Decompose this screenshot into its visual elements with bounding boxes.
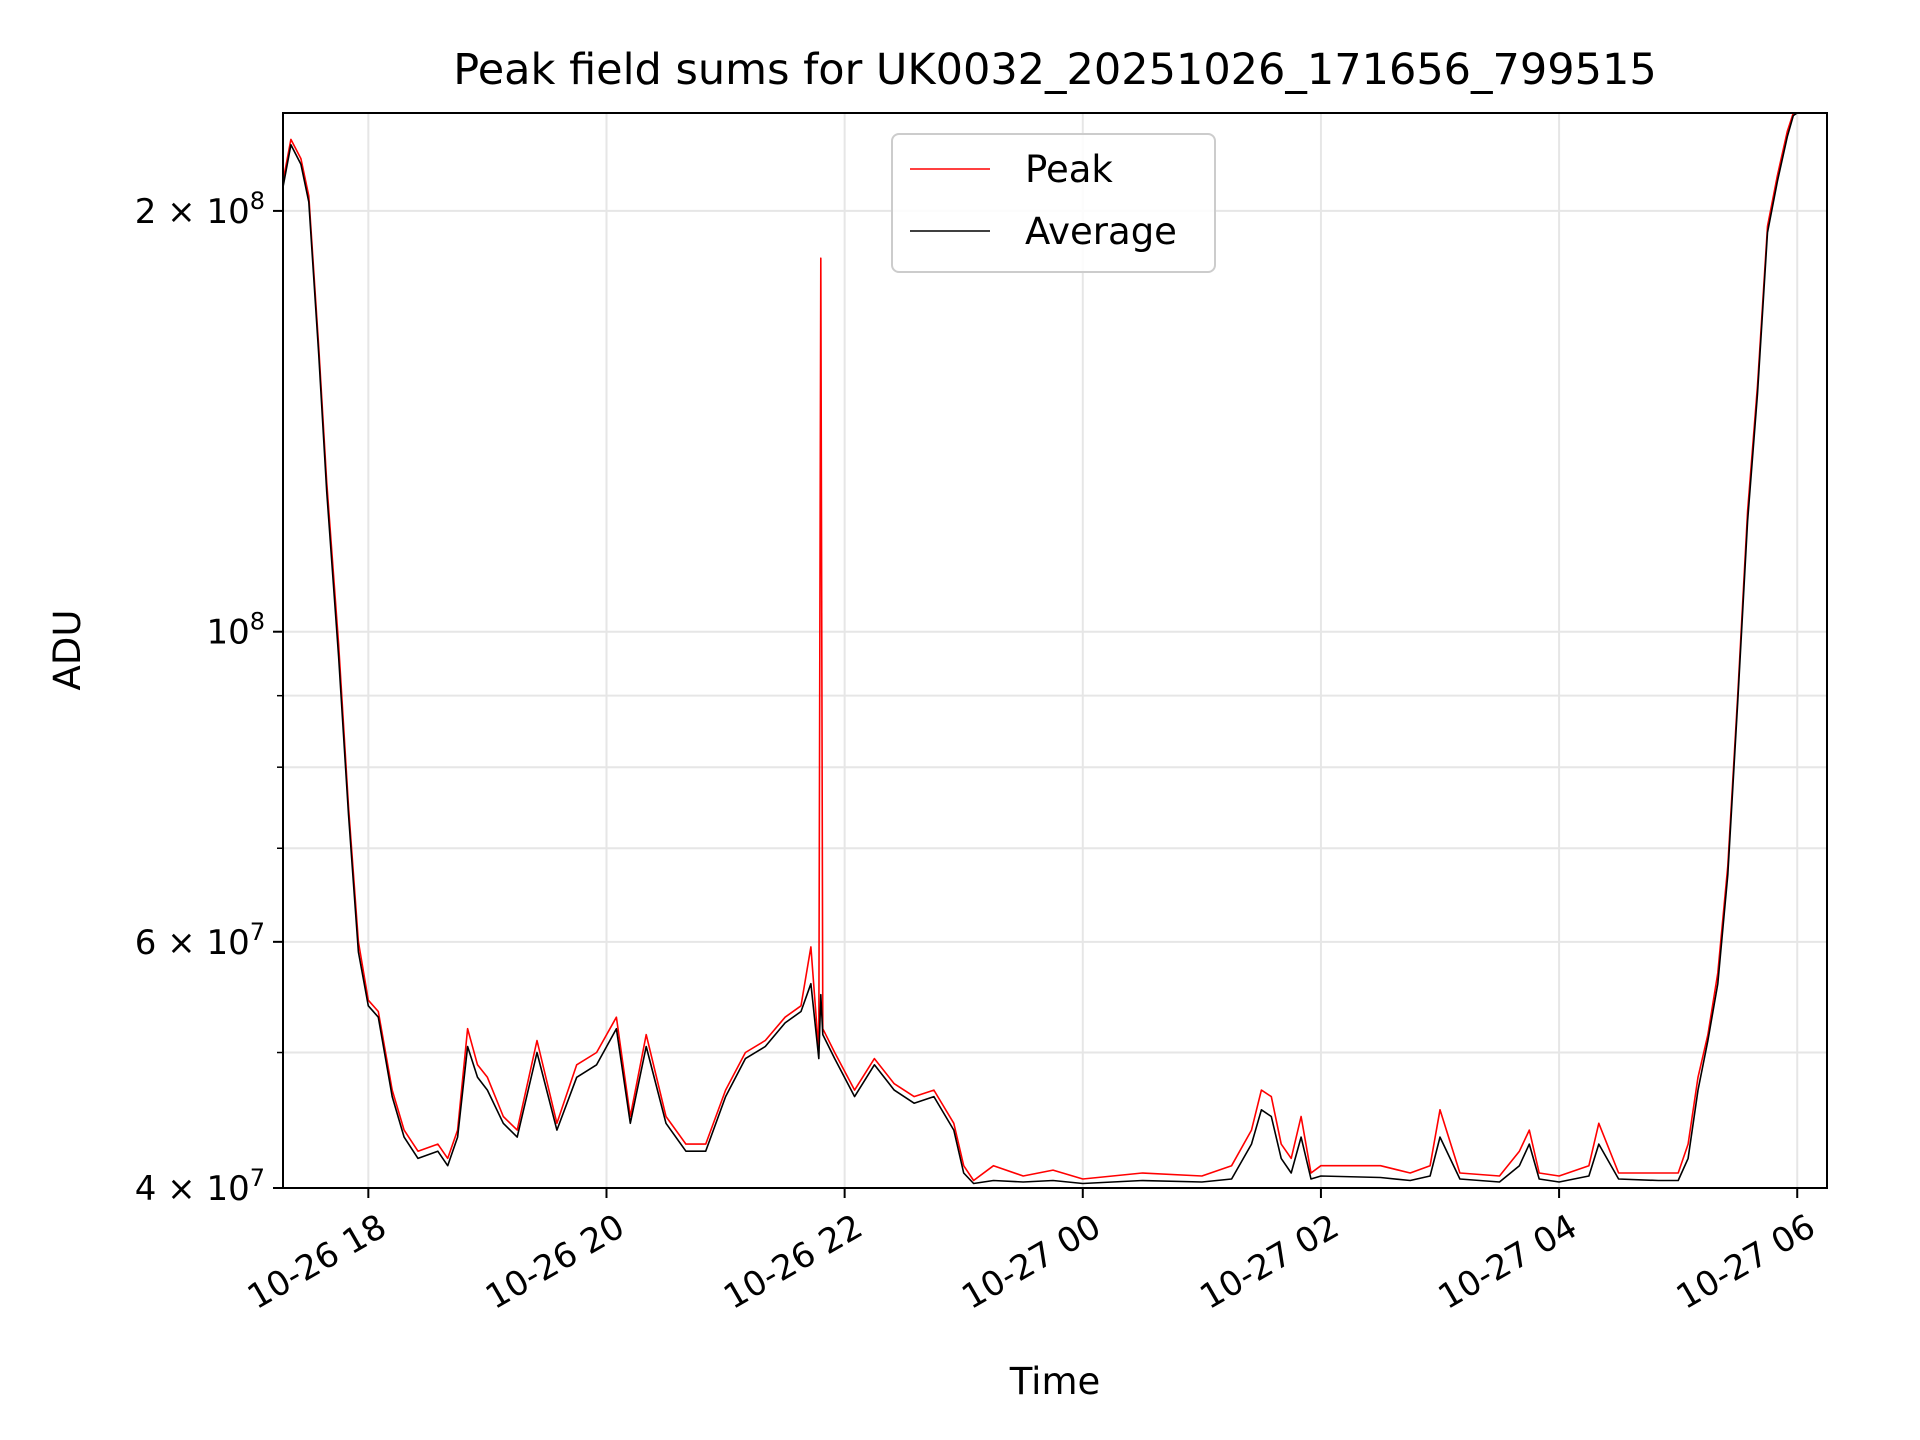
y-tick-label: 6 × 107 [135,918,265,963]
y-tick-mantissa: 6 [135,923,157,963]
y-tick-label: 108 [206,608,265,653]
y-tick-times: × 10 [156,1169,249,1209]
y-tick-mantissa: 4 [135,1169,157,1209]
y-tick-exponent: 8 [250,187,265,215]
y-tick-label: 2 × 108 [135,187,265,232]
x-axis-label: Time [1009,1360,1101,1403]
y-tick-mantissa: 2 [135,192,157,232]
y-tick-exponent: 8 [250,608,265,636]
y-tick-base: 10 [206,613,249,653]
plot-frame [282,112,1828,1189]
legend: Peak Average [891,133,1216,273]
y-tick-label: 4 × 107 [135,1164,265,1209]
series-line-peak [283,113,1804,1182]
y-axis-label: ADU [46,610,89,691]
chart-title: Peak field sums for UK0032_20251026_1716… [453,45,1656,95]
series-line-average [283,113,1804,1185]
y-tick-exponent: 7 [250,1164,265,1192]
legend-peak-label: Peak [1025,148,1113,191]
plot-series [283,113,1804,1185]
y-tick-times: × 10 [156,192,249,232]
legend-average-label: Average [1025,210,1177,253]
y-tick-exponent: 7 [250,918,265,946]
y-tick-times: × 10 [156,923,249,963]
